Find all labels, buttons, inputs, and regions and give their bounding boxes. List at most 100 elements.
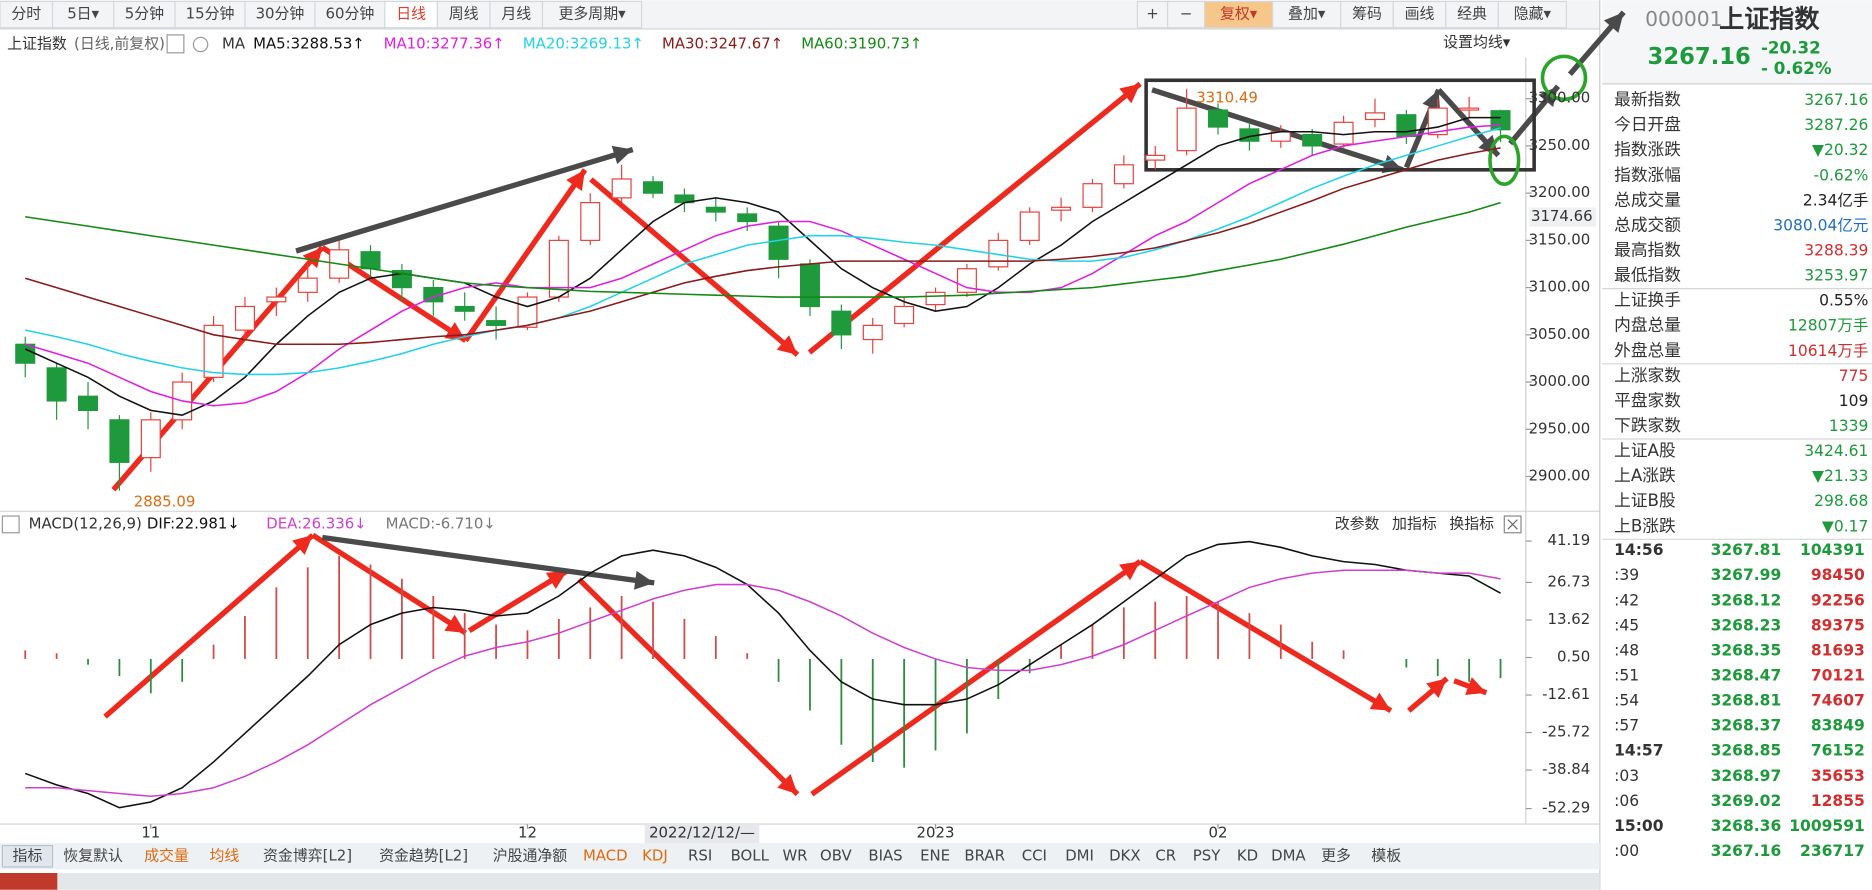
toolbar-button-label[interactable]: + xyxy=(1146,5,1159,23)
indicator-tab[interactable]: PSY xyxy=(1193,846,1221,864)
indicator-tab[interactable]: WR xyxy=(782,846,807,864)
toolbar-button[interactable] xyxy=(1340,0,1394,29)
toolbar-button-label[interactable]: 30分钟 xyxy=(256,5,305,23)
indicator-tab[interactable]: 沪股通净额 xyxy=(493,846,568,864)
ma-line xyxy=(24,147,1501,346)
annotations xyxy=(103,10,1626,797)
close-button[interactable] xyxy=(1503,515,1522,534)
legend-entry: MA60:3190.73↑ xyxy=(801,34,922,52)
toolbar-button[interactable] xyxy=(1497,0,1567,29)
toolbar-button-label[interactable]: 更多周期▾ xyxy=(558,5,626,23)
toolbar-button-label[interactable]: 叠加▾ xyxy=(1288,5,1326,23)
indicator-tab[interactable]: 均线 xyxy=(210,846,240,864)
toolbar-button-label[interactable]: 15分钟 xyxy=(186,5,235,23)
toolbar-button-label[interactable]: 5分钟 xyxy=(125,5,164,23)
toolbar-button[interactable] xyxy=(1204,0,1274,29)
toolbar-button-label[interactable]: 画线 xyxy=(1405,5,1435,23)
tab-bg[interactable] xyxy=(1,844,54,868)
candle-body xyxy=(1082,183,1103,208)
annotation-arrowhead xyxy=(1426,678,1447,699)
settings-icon[interactable] xyxy=(192,36,209,53)
help-icon[interactable] xyxy=(1,515,20,534)
indicator-tab[interactable]: OBV xyxy=(820,846,853,864)
tick-price: 3268.47 xyxy=(1711,667,1782,685)
indicator-tab[interactable]: BIAS xyxy=(868,846,902,864)
ma-line xyxy=(25,201,1501,298)
chart-title: 上证指数 xyxy=(7,34,67,52)
close-icon xyxy=(1507,519,1518,530)
toolbar-button-label[interactable]: 月线 xyxy=(501,5,531,23)
toolbar-button[interactable] xyxy=(174,0,246,29)
annotation-arrow xyxy=(103,533,315,719)
toolbar-button-label[interactable]: 复权▾ xyxy=(1220,5,1258,23)
indicator-tab[interactable]: ENE xyxy=(920,846,950,864)
tick-time: :42 xyxy=(1614,591,1639,609)
toolbar-button-label[interactable]: 分时 xyxy=(11,5,41,23)
indicator-tab[interactable]: 指标 xyxy=(13,846,43,864)
toolbar-button[interactable] xyxy=(314,0,386,29)
indicator-tab[interactable]: CCI xyxy=(1022,846,1047,864)
toolbar-button-label[interactable]: 5日▾ xyxy=(67,5,99,23)
toolbar-button-label[interactable]: − xyxy=(1180,5,1193,23)
x-tick-label: 2023 xyxy=(917,824,955,842)
legend-entry: MA30:3247.67↑ xyxy=(662,34,783,52)
toolbar-button-label[interactable]: 筹码 xyxy=(1352,5,1382,23)
indicator-tab[interactable]: DMA xyxy=(1271,846,1306,864)
tick-volume: 76152 xyxy=(1811,742,1865,760)
candle-body xyxy=(15,343,36,364)
indicator-tab[interactable]: 恢复默认 xyxy=(63,846,123,864)
quote-value: 3424.61 xyxy=(1804,442,1868,460)
indicator-tab[interactable]: 成交量 xyxy=(144,846,189,864)
candle-body xyxy=(1145,154,1166,161)
toolbar-button-label[interactable]: 隐藏▾ xyxy=(1514,5,1552,23)
toolbar-button[interactable] xyxy=(0,0,54,29)
toolbar-button-label[interactable]: 周线 xyxy=(449,5,479,23)
toolbar-button[interactable] xyxy=(541,0,643,29)
toolbar-button-label[interactable]: 日线 xyxy=(396,5,426,23)
indicator-tab[interactable]: KDJ xyxy=(642,846,668,864)
y-tick-label: 2900.00 xyxy=(1529,467,1591,485)
toolbar-button[interactable] xyxy=(489,0,544,29)
pane-button[interactable]: 改参数 xyxy=(1335,514,1380,532)
indicator-tab[interactable]: 资金博弈[L2] xyxy=(263,846,352,864)
axis-marker-box xyxy=(1529,207,1597,227)
toolbar-button[interactable] xyxy=(244,0,316,29)
indicator-tab[interactable]: MACD xyxy=(583,846,628,864)
indicator-tab[interactable]: 模板 xyxy=(1371,846,1401,864)
toolbar-button[interactable] xyxy=(1272,0,1342,29)
toolbar-button[interactable] xyxy=(1136,0,1169,29)
pane-button[interactable]: 换指标 xyxy=(1449,514,1494,532)
indicator-tab[interactable]: RSI xyxy=(688,846,712,864)
toolbar-button-label[interactable]: 经典 xyxy=(1457,5,1487,23)
toolbar-button[interactable] xyxy=(436,0,491,29)
toolbar-button[interactable] xyxy=(113,0,176,29)
bottom-tab-active xyxy=(0,873,58,890)
candle-body xyxy=(1396,114,1417,138)
indicator-tab[interactable]: BRAR xyxy=(964,846,1005,864)
help-icon[interactable] xyxy=(166,34,185,54)
annotation-arrow xyxy=(807,81,1142,355)
legend-entry: DEA:26.336↓ xyxy=(266,514,367,532)
indicator-tab[interactable]: DMI xyxy=(1065,846,1094,864)
indicator-tab[interactable]: CR xyxy=(1155,846,1176,864)
indicator-tab[interactable]: KD xyxy=(1237,846,1258,864)
candle-body xyxy=(454,305,475,312)
toolbar-button-label[interactable]: 60分钟 xyxy=(326,5,375,23)
annotation-arrowhead xyxy=(1119,561,1141,581)
indicator-tab[interactable]: DKX xyxy=(1109,846,1140,864)
indicator-name: MA xyxy=(222,34,246,52)
max-label: 3310.49 xyxy=(1196,88,1258,106)
pane-button[interactable]: 加指标 xyxy=(1392,514,1437,532)
quote-label: 平盘家数 xyxy=(1614,390,1681,410)
settings-link[interactable]: 设置均线▾ xyxy=(1443,33,1511,51)
indicator-tab[interactable]: 更多 xyxy=(1321,846,1351,864)
tick-time: 14:56 xyxy=(1614,541,1663,559)
toolbar-button[interactable] xyxy=(1445,0,1499,29)
indicator-tab[interactable]: BOLL xyxy=(731,846,770,864)
candle-body xyxy=(611,178,632,199)
toolbar-button[interactable] xyxy=(384,0,439,29)
cursor-date: 2022/12/12/— xyxy=(649,824,755,842)
indicator-tab[interactable]: 资金趋势[L2] xyxy=(379,846,468,864)
